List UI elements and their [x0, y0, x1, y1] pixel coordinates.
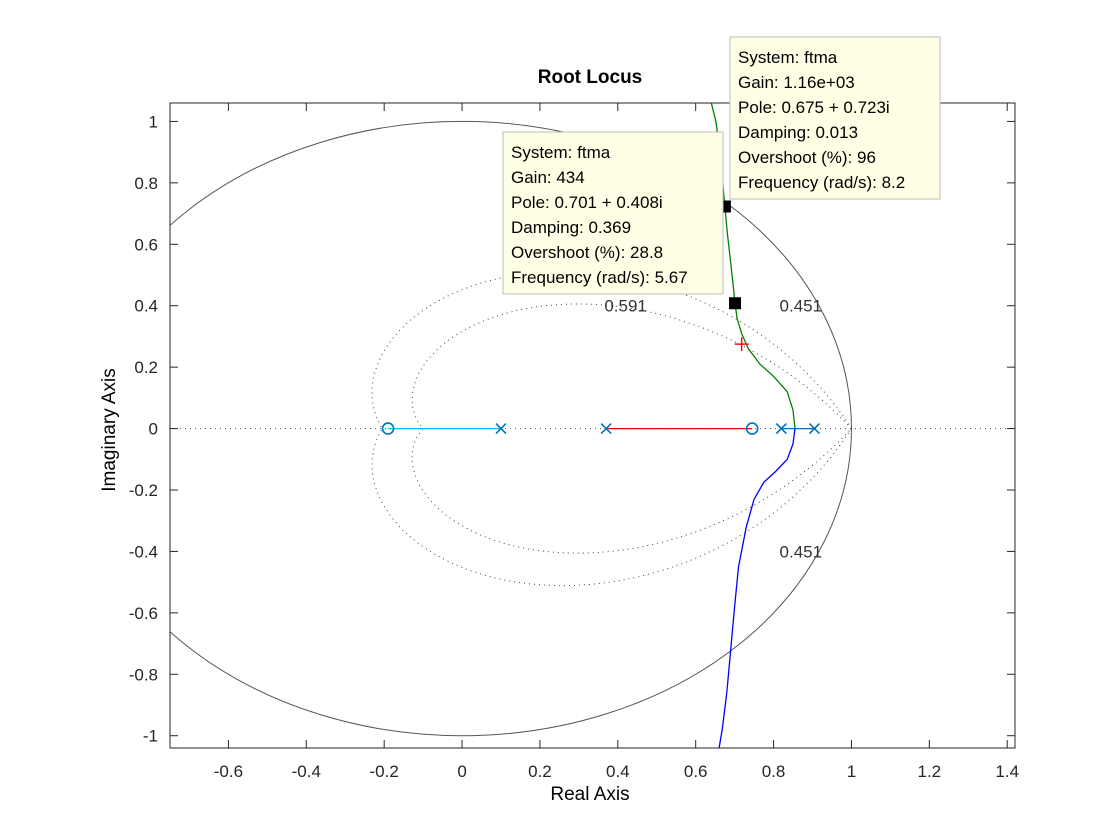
- pole-marker: [808, 423, 821, 435]
- x-tick-label: 0.6: [684, 762, 708, 781]
- datatip-line: Overshoot (%): 96: [738, 148, 876, 167]
- x-tick-label: 0: [457, 762, 466, 781]
- datatip-line: Damping: 0.013: [738, 123, 858, 142]
- y-tick-label: -0.6: [129, 604, 158, 623]
- y-tick-label: 1: [149, 112, 158, 131]
- datatip-marker: [729, 297, 742, 310]
- x-tick-label: 1.2: [918, 762, 942, 781]
- zero-marker: [381, 422, 395, 435]
- y-tick-label: 0.8: [134, 174, 158, 193]
- datatip-background: [502, 131, 724, 295]
- x-tick-label: 1.4: [995, 762, 1019, 781]
- datatip-line: Gain: 434: [511, 168, 585, 187]
- y-tick-label: -1: [143, 727, 158, 746]
- datatip-line: System: ftma: [738, 48, 838, 67]
- zero-marker: [745, 422, 759, 435]
- datatip-line: Pole: 0.701 + 0.408i: [511, 193, 663, 212]
- x-tick-label: -0.4: [292, 762, 321, 781]
- pole-marker: [600, 423, 612, 435]
- x-axis: -0.6 -0.4 -0.2 0 0.2 0.4 0.6 0.8 1 1.2 1.4: [214, 103, 1019, 781]
- damping-label: 0.451: [780, 297, 823, 316]
- datatip-box: System: ftma Gain: 434 Pole: 0.701 + 0.408…: [502, 131, 724, 295]
- datatip-background: [729, 36, 941, 200]
- x-tick-label: 0.4: [606, 762, 630, 781]
- y-tick-label: -0.2: [129, 481, 158, 500]
- datatip-box: System: ftma Gain: 1.16e+03 Pole: 0.675 + …: [729, 36, 941, 200]
- datatip-line: Gain: 1.16e+03: [738, 73, 855, 92]
- axes-box: [169, 102, 1016, 749]
- y-tick-label: -0.8: [129, 665, 158, 684]
- y-tick-label: 0: [149, 420, 158, 439]
- x-tick-label: 1: [847, 762, 856, 781]
- y-axis-label: Imaginary Axis: [99, 368, 120, 492]
- datatip-line: System: ftma: [511, 143, 611, 162]
- y-tick-label: 0.2: [134, 358, 158, 377]
- chart-title: Root Locus: [538, 67, 643, 88]
- x-axis-label: Real Axis: [550, 784, 629, 805]
- y-tick-label: 0.6: [134, 235, 158, 254]
- y-tick-label: 0.4: [134, 297, 158, 316]
- x-tick-label: -0.2: [370, 762, 399, 781]
- datatip-line: Pole: 0.675 + 0.723i: [738, 98, 890, 117]
- datatip-line: Damping: 0.369: [511, 218, 631, 237]
- datatips: System: ftma Gain: 434 Pole: 0.701 + 0.408…: [502, 36, 941, 295]
- pole-marker: [775, 423, 787, 435]
- x-tick-label: 0.2: [528, 762, 552, 781]
- y-tick-label: -0.4: [129, 542, 158, 561]
- damping-label: 0.451: [780, 542, 823, 561]
- datatip-line: Overshoot (%): 28.8: [511, 243, 663, 262]
- x-tick-label: 0.8: [762, 762, 786, 781]
- y-axis: 1 0.8 0.6 0.4 0.2 0 -0.2 -0.4 -0.6 -0.8 -1: [129, 112, 1015, 746]
- datatip-line: Frequency (rad/s): 5.67: [511, 268, 688, 287]
- pole-marker: [495, 423, 507, 435]
- selected-point-marker: [734, 337, 749, 352]
- datatip-line: Frequency (rad/s): 8.2: [738, 173, 905, 192]
- x-tick-label: -0.6: [214, 762, 243, 781]
- locus-branch: [718, 428, 796, 748]
- damping-label: 0.591: [604, 297, 647, 316]
